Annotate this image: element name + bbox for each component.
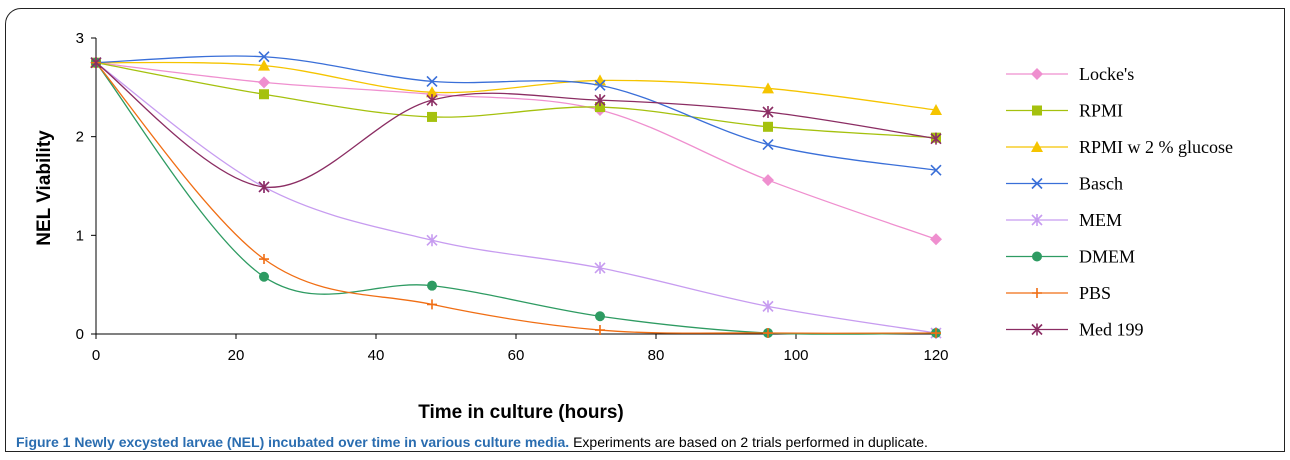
data-point — [258, 51, 270, 63]
data-point — [427, 299, 437, 310]
series-lines — [90, 51, 942, 340]
caption-title: Newly excysted larvae (NEL) incubated ov… — [74, 434, 570, 450]
legend-marker — [1031, 323, 1043, 336]
data-point — [595, 325, 605, 336]
series-0 — [90, 56, 942, 246]
series-line — [95, 62, 937, 334]
data-point — [762, 82, 774, 94]
legend-marker — [1031, 214, 1043, 226]
x-axis-title: Time in culture (hours) — [418, 402, 624, 423]
data-point — [259, 271, 269, 282]
series-line — [95, 62, 937, 334]
series-line — [95, 55, 937, 171]
legend-marker — [1032, 105, 1042, 116]
series-line — [95, 62, 937, 188]
series-line — [95, 62, 937, 240]
x-tick-label: 100 — [783, 347, 808, 364]
data-point — [259, 89, 269, 100]
caption-label: Figure 1 — [16, 434, 71, 450]
data-point — [762, 174, 774, 187]
legend-item-2: RPMI w 2 % glucose — [1006, 137, 1233, 157]
y-tick-label: 2 — [76, 129, 84, 146]
legend-marker — [1032, 251, 1042, 262]
data-point — [930, 104, 942, 116]
data-point — [594, 94, 606, 107]
data-point — [762, 106, 774, 118]
x-tick-label: 20 — [228, 347, 245, 364]
data-point — [426, 86, 438, 98]
data-point — [762, 138, 774, 151]
data-point — [930, 132, 942, 145]
legend-item-7: Med 199 — [1006, 320, 1144, 340]
series-3 — [90, 51, 942, 176]
series-line — [95, 62, 937, 139]
legend-item-5: DMEM — [1006, 247, 1135, 267]
legend-item-3: Basch — [1006, 174, 1123, 194]
data-point — [763, 328, 773, 339]
legend-label: DMEM — [1079, 247, 1135, 267]
data-point — [426, 94, 438, 107]
figure-frame: 0 1 2 3 0 20 40 60 80 100 120 Locke's RPMI RPMI w 2 … — [5, 8, 1285, 452]
legend-label: Basch — [1079, 174, 1123, 194]
x-tick-label: 0 — [92, 347, 100, 364]
legend-label: MEM — [1079, 210, 1122, 230]
data-point — [427, 280, 437, 291]
y-tick-label: 3 — [76, 30, 84, 47]
series-6 — [91, 57, 941, 339]
x-tick-label: 80 — [648, 347, 665, 364]
x-tick-label: 60 — [508, 347, 525, 364]
data-point — [762, 300, 774, 313]
x-tick-label: 40 — [368, 347, 385, 364]
legend-item-1: RPMI — [1006, 101, 1123, 121]
axes: 0 1 2 3 0 20 40 60 80 100 120 — [76, 30, 949, 364]
data-point — [594, 79, 606, 91]
data-point — [595, 311, 605, 322]
series-7 — [90, 56, 942, 193]
legend-label: PBS — [1079, 283, 1111, 303]
data-point — [259, 254, 269, 265]
data-point — [258, 76, 270, 89]
legend-marker — [1031, 141, 1043, 152]
series-line — [95, 62, 937, 335]
data-point — [258, 180, 270, 193]
data-point — [931, 328, 941, 339]
legend-item-4: MEM — [1006, 210, 1122, 230]
legend-marker — [1031, 68, 1043, 80]
figure-caption: Figure 1 Newly excysted larvae (NEL) inc… — [16, 434, 1284, 450]
data-point — [426, 234, 438, 247]
y-tick-label: 0 — [76, 326, 84, 343]
data-point — [427, 111, 437, 122]
y-tick-label: 1 — [76, 227, 84, 244]
legend-label: Locke's — [1079, 64, 1134, 84]
y-axis-title: NEL Viability — [34, 130, 55, 246]
data-point — [930, 164, 942, 176]
data-point — [595, 102, 605, 113]
data-point — [594, 261, 606, 274]
legend-label: RPMI — [1079, 101, 1123, 121]
legend-marker — [1032, 288, 1042, 298]
data-point — [90, 56, 102, 69]
legend-label: RPMI w 2 % glucose — [1079, 137, 1233, 157]
x-tick-label: 120 — [923, 347, 948, 364]
series-1 — [91, 57, 941, 143]
line-chart: 0 1 2 3 0 20 40 60 80 100 120 Locke's RPMI RPMI w 2 … — [34, 30, 1233, 423]
caption-text: Experiments are based on 2 trials perfor… — [573, 434, 928, 450]
legend: Locke's RPMI RPMI w 2 % glucose Basch MEM DME… — [1006, 64, 1233, 340]
data-point — [426, 75, 438, 87]
legend-item-0: Locke's — [1006, 64, 1134, 84]
legend-item-6: PBS — [1006, 283, 1111, 303]
series-line — [95, 61, 937, 111]
data-point — [930, 233, 942, 246]
data-point — [763, 121, 773, 132]
data-point — [258, 59, 270, 71]
series-5 — [91, 57, 941, 339]
legend-label: Med 199 — [1079, 320, 1144, 340]
legend-marker — [1031, 177, 1043, 190]
